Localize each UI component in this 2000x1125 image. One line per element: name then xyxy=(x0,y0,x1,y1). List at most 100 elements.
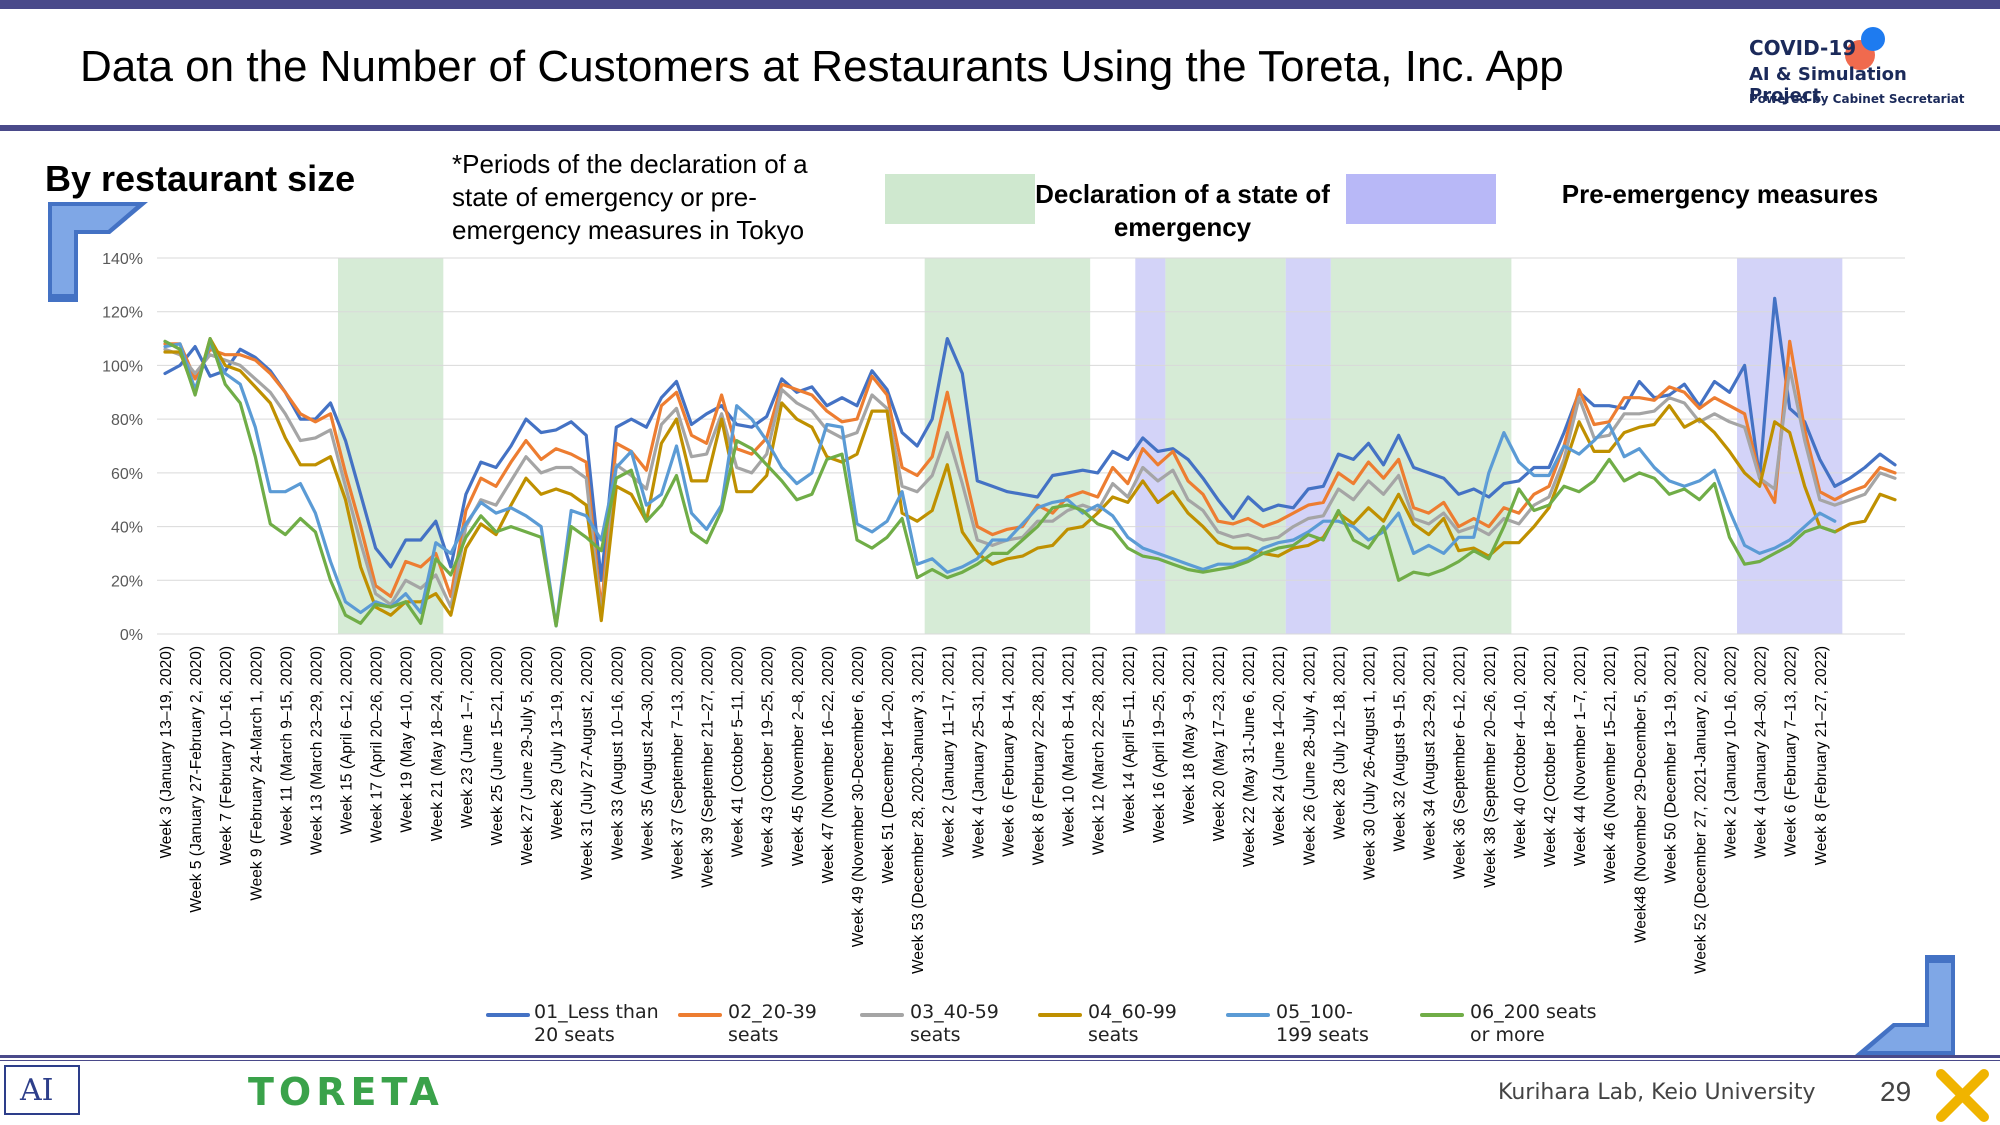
x-tick-label: Week 20 (May 17–23, 2021) xyxy=(1211,646,1228,841)
logo-dot-blue xyxy=(1861,27,1885,51)
x-tick-label: Week 29 (July 13–19, 2020) xyxy=(549,646,566,840)
x-tick-label: Week 41 (October 5–11, 2020) xyxy=(730,646,747,857)
x-tick-label: Week 18 (May 3–9, 2021) xyxy=(1181,646,1198,824)
x-tick-label: Week 43 (October 19–25, 2020) xyxy=(760,646,777,867)
x-tick-label: Week 40 (October 4–10, 2021) xyxy=(1512,646,1529,859)
x-tick-label: Week 4 (January 25–31, 2021) xyxy=(970,646,987,859)
series-line-1 xyxy=(163,296,1897,582)
x-tick-label: Week 50 (December 13–19, 2021) xyxy=(1662,646,1679,884)
logo-line2: AI & Simulation Project xyxy=(1749,64,1907,106)
x-tick-label: Week 25 (June 15–21, 2020) xyxy=(489,646,506,846)
x-tick-label: Week 8 (February 22–28, 2021) xyxy=(1031,646,1048,865)
x-tick-label: Week 34 (August 23–29, 2021) xyxy=(1422,646,1439,860)
x-tick-label: Week 17 (April 20–26, 2020) xyxy=(369,646,386,843)
corner-decoration-top-left xyxy=(48,202,148,302)
footer-rule-thin xyxy=(0,1060,2000,1061)
legend-swatch-2 xyxy=(678,1013,722,1017)
x-tick-label: Week 24 (June 14–20, 2021) xyxy=(1271,646,1288,846)
legend-swatch-5 xyxy=(1226,1013,1270,1017)
series-line-4 xyxy=(163,337,1897,623)
x-tick-label: Week 11 (March 9–15, 2020) xyxy=(278,646,295,845)
x-tick-label: Week 2 (January 10–16, 2022) xyxy=(1723,646,1740,859)
x-tick-label: Week 2 (January 11–17, 2021) xyxy=(940,646,957,857)
series-line-5 xyxy=(163,342,1837,628)
series-line-3 xyxy=(163,347,1897,620)
x-tick-label: Week 45 (November 2–8, 2020) xyxy=(790,646,807,866)
period-note: *Periods of the declaration of a state o… xyxy=(452,149,808,245)
x-tick-label: Week 3 (January 13–19, 2020) xyxy=(158,646,175,859)
x-tick-label: Week 36 (September 6–12, 2021) xyxy=(1452,646,1469,879)
x-logo-icon xyxy=(1936,1069,1989,1122)
x-tick-label: Week 42 (October 18–24, 2021) xyxy=(1542,646,1559,867)
legend-label-4: 04_60-99 seats xyxy=(1088,1001,1177,1046)
emergency-key-label: Declaration of a state of emergency xyxy=(1035,179,1330,242)
x-tick-label: Week 31 (July 27-August 2, 2020) xyxy=(579,646,596,880)
x-tick-label: Week 5 (January 27-February 2, 2020) xyxy=(188,646,205,913)
x-tick-label: Week 37 (September 7–13, 2020) xyxy=(669,646,686,879)
section-title: By restaurant size xyxy=(45,158,356,199)
x-tick-label: Week 4 (January 24–30, 2022) xyxy=(1753,646,1770,859)
y-tick-label: 140% xyxy=(102,251,143,268)
top-bar xyxy=(0,0,2000,9)
project-logo: COVID-19 AI & Simulation Project Powered… xyxy=(1745,27,1985,115)
y-tick-label: 60% xyxy=(111,466,143,483)
y-tick-label: 120% xyxy=(102,305,143,322)
legend-swatch-1 xyxy=(486,1013,530,1017)
legend-label-6: 06_200 seats or more xyxy=(1470,1001,1597,1046)
footer-rule xyxy=(0,1055,2000,1058)
x-tick-label: Week 10 (March 8–14, 2021) xyxy=(1061,646,1078,846)
x-tick-label: Week 35 (August 24–30, 2020) xyxy=(639,646,656,860)
legend-swatch-3 xyxy=(860,1013,904,1017)
chart-legend: 01_Less than 20 seats 02_20-39 seats 03_… xyxy=(470,995,1610,1055)
emergency-band-0 xyxy=(338,258,444,634)
x-tick-label: Week 47 (November 16–22, 2020) xyxy=(820,646,837,884)
x-tick-label: Week 33 (August 10–16, 2020) xyxy=(609,646,626,860)
series-line-6 xyxy=(163,337,1837,628)
emergency-band-3 xyxy=(1165,258,1286,634)
x-tick-label: Week 13 (March 23–29, 2020) xyxy=(308,646,325,855)
x-tick-label: Week 14 (April 5–11, 2021) xyxy=(1121,646,1138,833)
header-rule xyxy=(0,125,2000,131)
legend-swatch-6 xyxy=(1420,1013,1464,1017)
legend-label-2: 02_20-39 seats xyxy=(728,1001,817,1046)
y-tick-label: 0% xyxy=(120,627,143,644)
y-tick-label: 20% xyxy=(111,573,143,590)
x-tick-label: Week 21 (May 18–24, 2020) xyxy=(429,646,446,841)
x-tick-label: Week 19 (May 4–10, 2020) xyxy=(399,646,416,833)
toreta-brand: TORETA xyxy=(248,1070,444,1114)
preemergency-band-4 xyxy=(1285,258,1331,634)
x-tick-label: Week 39 (September 21–27, 2020) xyxy=(700,646,717,888)
x-tick-label: Week 53 (December 28, 2020-January 3, 20… xyxy=(910,646,927,974)
y-tick-label: 80% xyxy=(111,412,143,429)
x-tick-label: Week 9 (February 24-March 1, 2020) xyxy=(248,646,265,901)
x-tick-label: Week 44 (November 1–7, 2021) xyxy=(1572,646,1589,866)
legend-label-1: 01_Less than 20 seats xyxy=(534,1001,659,1046)
x-tick-label: Week 27 (June 29-July 5, 2020) xyxy=(519,646,536,865)
x-tick-label: Week 22 (May 31-June 6, 2021) xyxy=(1241,646,1258,867)
x-tick-label: Week 12 (March 22–28, 2021) xyxy=(1091,646,1108,855)
emergency-band-5 xyxy=(1330,258,1512,634)
legend-label-3: 03_40-59 seats xyxy=(910,1001,999,1046)
x-tick-label: Week 6 (February 7–13, 2022) xyxy=(1783,646,1800,857)
x-tick-label: Week 16 (April 19–25, 2021) xyxy=(1151,646,1168,843)
corner-decoration-bottom-right xyxy=(1855,955,1955,1055)
logo-line3: Powered by Cabinet Secretariat xyxy=(1749,92,1965,106)
x-tick-label: Week48 (November 29-December 5, 2021) xyxy=(1632,646,1649,943)
x-tick-label: Week 49 (November 30-December 6, 2020) xyxy=(850,646,867,947)
x-tick-label: Week 6 (February 8–14, 2021) xyxy=(1000,646,1017,857)
y-tick-label: 40% xyxy=(111,520,143,537)
x-tick-label: Week 52 (December 27, 2021-January 2, 20… xyxy=(1692,646,1709,974)
logo-line1: COVID-19 xyxy=(1749,36,1857,60)
lab-logo: AI xyxy=(4,1065,80,1115)
legend-swatch-4 xyxy=(1038,1013,1082,1017)
emergency-key-swatch xyxy=(885,174,1035,224)
preemergency-key-label: Pre-emergency measures xyxy=(1561,179,1879,209)
page-title: Data on the Number of Customers at Resta… xyxy=(80,42,1564,91)
x-tick-label: Week 38 (September 20–26, 2021) xyxy=(1482,646,1499,888)
page-number: 29 xyxy=(1880,1076,1912,1107)
x-tick-label: Week 26 (June 28-July 4, 2021) xyxy=(1301,646,1318,865)
legend-label-5: 05_100-199 seats xyxy=(1276,1001,1369,1046)
x-tick-label: Week 32 (August 9–15, 2021) xyxy=(1392,646,1409,852)
y-tick-label: 100% xyxy=(102,358,143,375)
